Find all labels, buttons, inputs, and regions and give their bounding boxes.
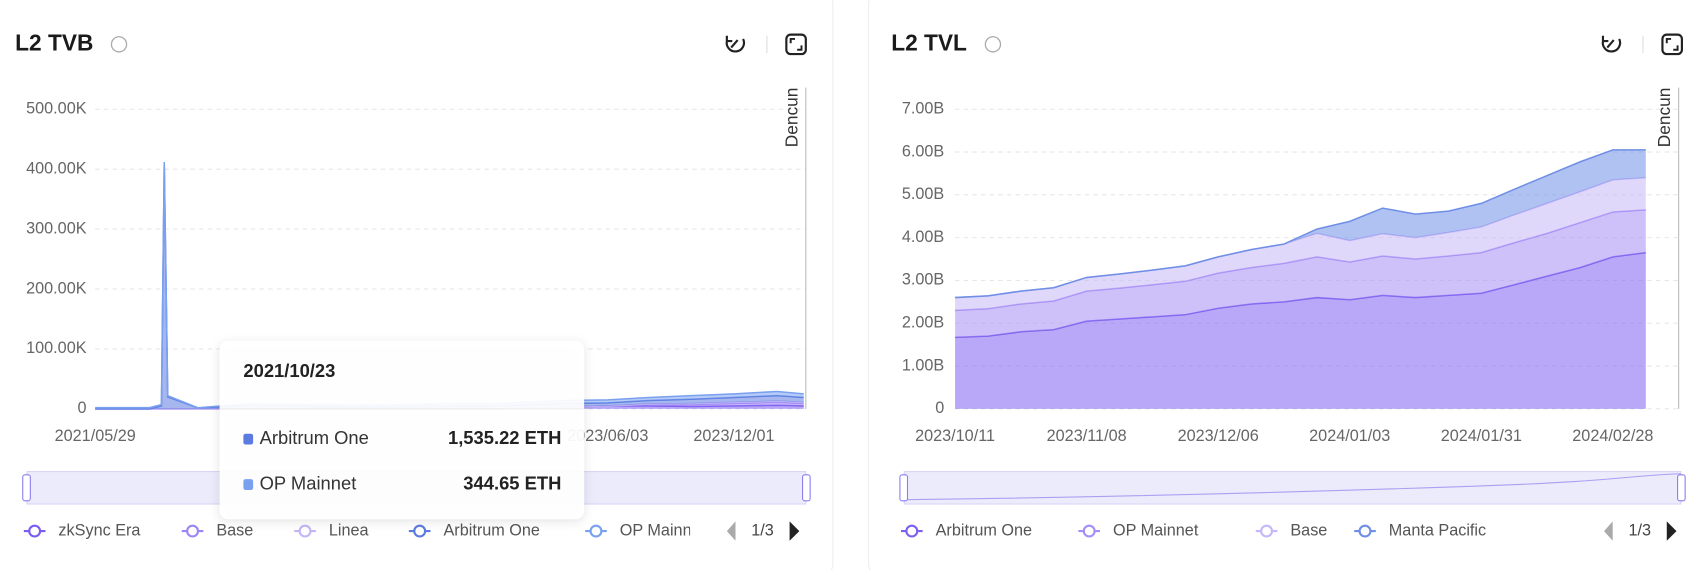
y-tick-label: 2.00B <box>902 314 944 332</box>
tooltip-name: Arbitrum One <box>260 427 369 448</box>
y-tick-label: 6.00B <box>902 142 944 160</box>
refresh-icon[interactable] <box>1601 35 1622 53</box>
x-tick-label: 2023/12/06 <box>1178 427 1259 445</box>
tooltip-swatch <box>243 433 254 445</box>
legend-label: OP Mainnet <box>1113 521 1199 539</box>
y-tick-label: 500.00K <box>26 100 87 118</box>
fullscreen-icon[interactable] <box>785 33 807 56</box>
legend-label: OP Mainnet <box>620 521 706 539</box>
legend-label: zkSync Era <box>58 521 141 539</box>
legend-item[interactable]: OP Mainnet <box>585 521 705 539</box>
info-icon[interactable] <box>110 36 128 53</box>
legend-label: Manta Pacific <box>1389 521 1486 539</box>
x-tick-label: 2024/01/03 <box>1309 427 1390 445</box>
x-tick-label: 2023/06/03 <box>567 427 648 445</box>
tooltip-name: OP Mainnet <box>260 472 357 493</box>
y-tick-label: 4.00B <box>902 228 944 246</box>
area <box>955 209 1646 338</box>
y-tick-label: 5.00B <box>902 185 944 203</box>
legend-item[interactable]: OP Mainnet <box>1078 521 1199 539</box>
legend-item[interactable]: Base <box>1255 521 1328 539</box>
legend: Arbitrum One OP Mainnet Base Manta Pacific <box>900 521 1486 539</box>
x-tick-label: 2024/01/31 <box>1441 427 1522 445</box>
y-tick-label: 100.00K <box>26 339 87 357</box>
legend-page: 1/3 <box>1628 521 1651 539</box>
legend-icon <box>186 524 200 538</box>
legend-next[interactable] <box>789 521 800 541</box>
tooltip-swatch <box>243 479 254 490</box>
area <box>955 177 1646 311</box>
legend-page: 1/3 <box>751 521 774 539</box>
legend-label: Arbitrum One <box>936 521 1032 539</box>
area <box>95 402 804 409</box>
annotation: Dencun <box>1654 88 1674 148</box>
area-line <box>955 149 1646 299</box>
y-tick-label: 3.00B <box>902 271 944 289</box>
y-tick-label: 200.00K <box>26 279 87 297</box>
tooltip-box <box>219 340 585 520</box>
y-tick-label: 0 <box>78 399 87 417</box>
y-tick-label: 300.00K <box>26 219 87 237</box>
legend-next[interactable] <box>1666 521 1677 541</box>
tooltip-date: 2021/10/23 <box>243 360 335 381</box>
legend-item[interactable]: Linea <box>294 521 369 539</box>
x-tick-label: 2023/11/08 <box>1047 427 1127 445</box>
header-icons <box>110 33 1683 56</box>
legend-icon <box>589 524 603 538</box>
info-icon[interactable] <box>984 36 1002 53</box>
tooltip-value: 1,535.22 ETH <box>448 427 561 448</box>
legend-label: Base <box>216 521 253 539</box>
legend-prev[interactable] <box>726 521 736 541</box>
annotation: Dencun <box>781 88 801 148</box>
legend-label: Arbitrum One <box>443 521 539 539</box>
y-tick-label: 1.00B <box>902 356 944 374</box>
y-tick-label: 0 <box>935 399 944 417</box>
tooltip: 2021/10/23 Arbitrum One 1,535.22 ETH OP Mai… <box>219 340 585 520</box>
legend-label: Linea <box>329 521 370 539</box>
area <box>955 149 1646 298</box>
refresh-icon[interactable] <box>725 35 746 53</box>
legend: zkSync Era Base Linea Arbitrum One OP Mainne… <box>23 521 705 539</box>
legend-icon <box>905 524 919 538</box>
legend-icon <box>1260 524 1274 538</box>
legend-item[interactable]: zkSync Era <box>23 521 142 539</box>
legend-item[interactable]: Arbitrum One <box>900 521 1032 539</box>
legend-icon <box>1082 524 1096 538</box>
card <box>0 0 834 575</box>
legend-label: Base <box>1290 521 1327 539</box>
x-tick-label: 2023/10/11 <box>915 427 995 445</box>
y-tick-label: 7.00B <box>902 100 944 118</box>
legend-icon <box>1358 524 1372 538</box>
legend-prev[interactable] <box>1604 521 1613 541</box>
fullscreen-icon[interactable] <box>1661 33 1683 56</box>
chart-title: L2 TVB <box>15 29 93 55</box>
x-tick-label: 2024/02/28 <box>1572 427 1653 445</box>
x-tick-label: 2021/05/29 <box>55 427 136 445</box>
y-tick-label: 400.00K <box>26 159 87 177</box>
legend-icon <box>298 524 312 538</box>
legend-icon <box>28 524 42 538</box>
legend-item[interactable]: Arbitrum One <box>408 521 540 539</box>
chart-title: L2 TVL <box>891 29 967 55</box>
legend-item[interactable]: Base <box>181 521 254 539</box>
tooltip-value: 344.65 ETH <box>463 472 561 493</box>
range-slider[interactable] <box>899 471 1686 505</box>
area <box>95 163 804 409</box>
area <box>955 252 1646 409</box>
legend-icon <box>413 524 427 538</box>
legend-item[interactable]: Manta Pacific <box>1354 521 1486 539</box>
x-tick-label: 2023/12/01 <box>693 427 774 445</box>
